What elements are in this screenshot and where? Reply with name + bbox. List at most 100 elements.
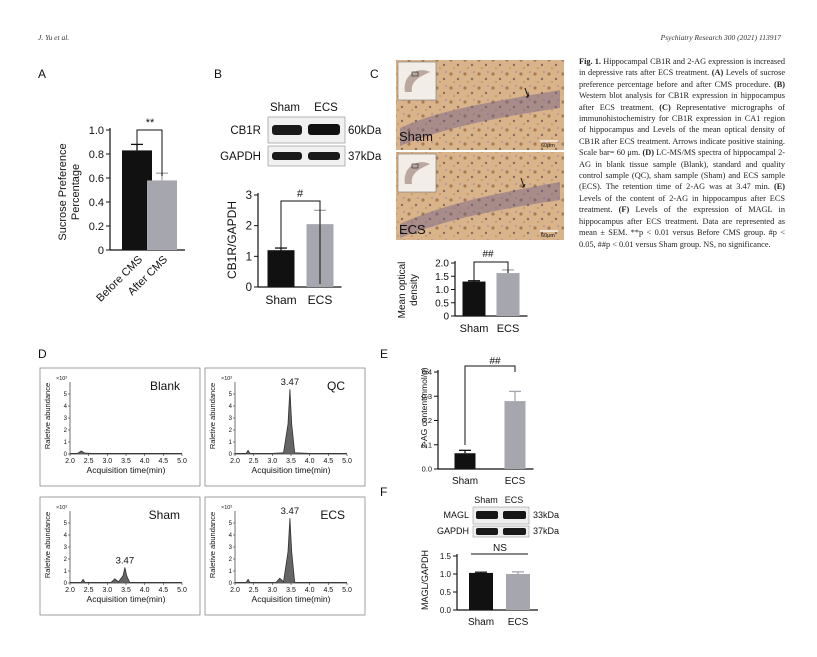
sig-bracket-e: [464, 365, 516, 445]
x-tick-label-f: Sham: [468, 617, 494, 628]
trace-ecs: [235, 518, 347, 583]
x-axis-label-d-qc: Acquisition time(min): [252, 465, 331, 475]
y-tick-label-d-sham: 2: [64, 557, 68, 563]
panel-letter-d: D: [38, 347, 47, 361]
peak-label-ecs: 3.47: [281, 506, 300, 517]
chromatogram-blank: 0 1 2 3 4 5 ×10² 2.0 2.5 3.0 3.5 4.0 4.5 5.0 Acquisiti…: [43, 376, 187, 475]
panel-letter-c: C: [370, 67, 379, 81]
y-tick-label-e: 0.1: [422, 440, 432, 449]
blot-b-label-cb1r: CB1R: [230, 125, 261, 137]
micrograph-ecs-inset: [397, 153, 437, 193]
blot-b-band-cb1r-ecs: [308, 124, 340, 135]
caption-segment: Hippocampal CB1R and 2-AG expression is …: [579, 57, 785, 78]
y-tick-label-d-blank: 0: [64, 452, 68, 458]
y-tick-label-d-sham: 5: [64, 521, 68, 527]
running-head-journal: Psychiatry Research 300 (2021) 113917: [660, 33, 781, 42]
panel-a-ylabel-line1: Sucrose Preference: [57, 143, 69, 240]
trace-qc: [235, 389, 347, 454]
sig-bracket-a: [136, 129, 163, 176]
x-axis-label-d-sham: Acquisition time(min): [87, 594, 166, 604]
x-tick-label-e: Sham: [452, 476, 478, 487]
micrograph-sham: Sham 60μm: [396, 60, 564, 150]
running-head-authors: J. Yu et al.: [38, 33, 70, 42]
y-tick-label-c: 2.0: [435, 259, 449, 270]
chromatogram-title-sham: Sham: [149, 508, 180, 522]
x-tick-label-d-blank: 3.5: [121, 458, 131, 465]
panel-letter-e: E: [380, 347, 388, 361]
x-tick-label-d-blank: 4.0: [140, 458, 150, 465]
y-tick-label-e: 0.0: [422, 465, 432, 474]
blot-f-label-magl: MAGL: [443, 510, 469, 520]
y-tick-label-d-qc: 2: [229, 428, 233, 434]
x-tick-label-d-ecs: 2.5: [249, 587, 259, 594]
y-tick-label-b: 1: [246, 251, 252, 263]
trace-fill-qc: [235, 389, 347, 454]
caption-segment: (F): [618, 205, 630, 215]
caption-segment: Levels of the content of 2-AG in hippoca…: [579, 193, 785, 215]
caption-segment: Representative micrographs of immunohist…: [579, 102, 785, 158]
y-tick-label-f: 1.5: [440, 552, 452, 561]
y-axis-label-d-blank: Raletive abundance: [43, 383, 52, 449]
x-tick-label-d-sham: 3.5: [121, 587, 131, 594]
y-tick-label-d-sham: 0: [64, 581, 68, 587]
bar-chart-e: 0.0 0.1 0.2 0.3 0.4 Sham ECS: [422, 365, 534, 487]
y-tick-label-d-blank: 1: [64, 440, 68, 446]
y-tick-label-d-qc: 4: [229, 404, 233, 410]
y-tick-label-a: 0: [98, 245, 104, 257]
blot-b-band-gapdh-sham: [272, 152, 302, 160]
y-tick-label-c: 0.5: [435, 298, 449, 309]
x-tick-label-d-sham: 4.0: [140, 587, 150, 594]
chromatogram-title-ecs: ECS: [320, 508, 345, 522]
sig-bracket-b: [280, 200, 321, 284]
y-tick-label-c: 1.0: [435, 285, 449, 296]
y-tick-label-d-ecs: 0: [229, 581, 233, 587]
panel-letter-b: B: [214, 67, 222, 81]
blot-f-band-magl-sham: [476, 511, 498, 519]
caption-segment: Levels of sucrose preference percentage …: [579, 68, 785, 89]
y-tick-label-a: 0.2: [89, 221, 104, 233]
caption-segment: Levels of the expression of MAGL in hipp…: [579, 205, 785, 249]
panel-letter-f: F: [380, 485, 387, 499]
x-tick-label-d-qc: 4.0: [305, 458, 315, 465]
x-tick-label-d-blank: 4.5: [158, 458, 168, 465]
chromatogram-frame-sham: [39, 496, 201, 616]
x-tick-label-d-sham: 2.5: [84, 587, 94, 594]
peak-label-sham: 3.47: [116, 555, 135, 566]
blot-f-lane-ecs: ECS: [505, 495, 524, 505]
chromatogram-title-blank: Blank: [150, 379, 181, 393]
y-tick-label-d-qc: 0: [229, 452, 233, 458]
y-axis-label-d-qc: Raletive abundance: [208, 383, 217, 449]
bar-c-ecs: [496, 273, 520, 316]
micrograph-ecs-label: ECS: [399, 222, 426, 237]
chromatogram-title-qc: QC: [327, 379, 345, 393]
blot-b-lane-ecs: ECS: [314, 102, 338, 114]
x-tick-label-d-qc: 2.0: [230, 458, 240, 465]
micrograph-sham-label: Sham: [399, 129, 433, 144]
y-tick-label-b: 3: [246, 190, 252, 202]
y-tick-label-d-sham: 4: [64, 533, 68, 539]
y-tick-label-b: 2: [246, 221, 252, 233]
blot-f-label-gapdh: GAPDH: [437, 526, 469, 536]
caption-segment: Western blot analysis for CB1R expressio…: [579, 91, 785, 112]
y-tick-label-d-blank: 5: [64, 392, 68, 398]
chromatogram-qc: 0 1 2 3 4 5 ×10² 2.0 2.5 3.0 3.5 4.0 4.5 5.0 Acquisiti…: [208, 376, 352, 475]
x-tick-label-d-ecs: 5.0: [342, 587, 352, 594]
blot-b-lane-sham: Sham: [270, 102, 300, 114]
x-tick-label-d-sham: 5.0: [177, 587, 187, 594]
y-tick-label-a: 0.4: [89, 197, 104, 209]
y-tick-label-d-blank: 3: [64, 416, 68, 422]
sig-bracket-c: [473, 261, 509, 284]
x-tick-label-d-ecs: 4.5: [323, 587, 333, 594]
y-tick-label-f: 1.0: [440, 570, 452, 579]
chromatogram-frame-blank: [39, 367, 201, 487]
panel-e-sig: ##: [489, 356, 501, 367]
chromatogram-sham: 0 1 2 3 4 5 ×10² 2.0 2.5 3.0 3.5 4.0 4.5 5.0 Acquisiti…: [43, 505, 187, 604]
bar-chart-f: 0.0 0.5 1.0 1.5 Sham ECS: [440, 552, 538, 628]
y-tick-label-e: 0.4: [422, 368, 432, 377]
caption-segment: (E): [773, 182, 785, 192]
x-axis-label-d-blank: Acquisition time(min): [87, 465, 166, 475]
x-tick-label-d-blank: 2.5: [84, 458, 94, 465]
micrograph-sham-inset: [397, 61, 437, 101]
panel-letter-a: A: [38, 67, 46, 81]
